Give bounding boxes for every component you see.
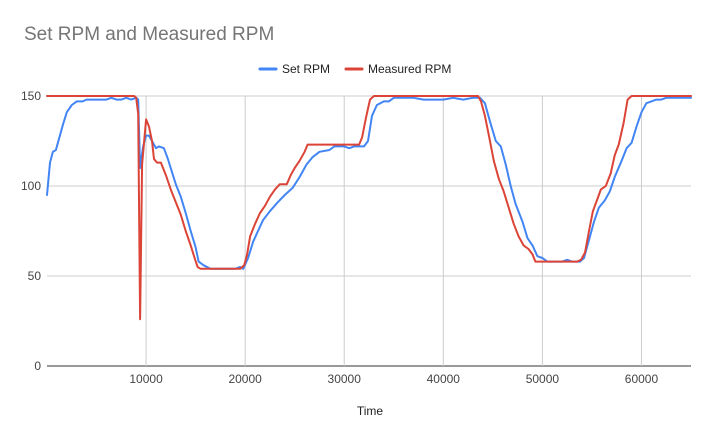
legend: Set RPM Measured RPM <box>258 62 451 76</box>
x-tick-label-60000: 60000 <box>625 372 659 386</box>
y-tick-label-100: 100 <box>21 179 41 193</box>
y-tick-label-50: 50 <box>28 269 42 283</box>
x-tick-label-20000: 20000 <box>228 372 262 386</box>
x-tick-label-50000: 50000 <box>526 372 560 386</box>
x-axis: 10000 20000 30000 40000 50000 60000 <box>129 372 658 386</box>
legend-label-measured-rpm: Measured RPM <box>368 62 451 76</box>
legend-label-set-rpm: Set RPM <box>282 62 330 76</box>
gridlines <box>47 95 691 367</box>
series-lines <box>46 95 692 321</box>
x-tick-label-10000: 10000 <box>129 372 163 386</box>
y-axis: 0 50 100 150 <box>21 89 41 373</box>
y-tick-label-150: 150 <box>21 89 41 103</box>
series-line-measured-rpm <box>46 95 692 321</box>
series-line-set-rpm <box>46 96 692 270</box>
x-tick-label-30000: 30000 <box>328 372 362 386</box>
chart-title: Set RPM and Measured RPM <box>24 24 274 45</box>
y-tick-label-0: 0 <box>34 359 41 373</box>
x-tick-label-40000: 40000 <box>427 372 461 386</box>
x-axis-title: Time <box>357 404 384 418</box>
